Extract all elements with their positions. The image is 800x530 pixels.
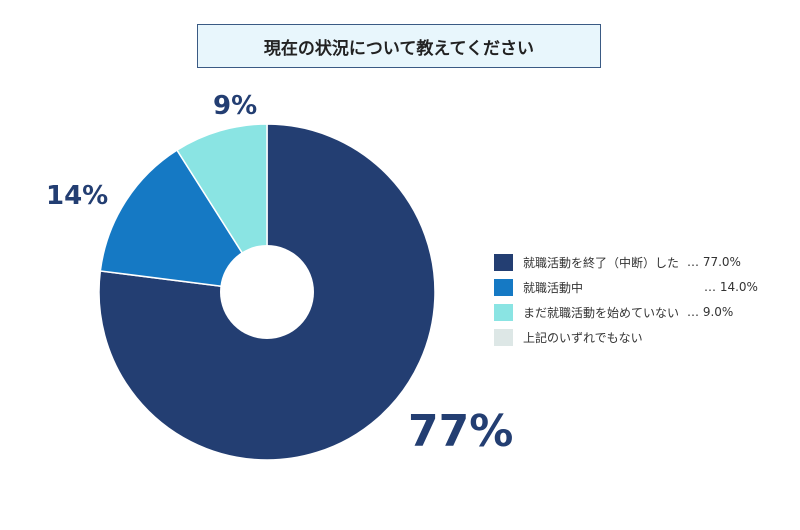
legend-swatch-finished	[494, 253, 513, 271]
legend-label: 上記のいずれでもない	[523, 330, 643, 345]
legend: 就職活動を終了（中断）した … 77.0% 就職活動中 … 14.0% まだ就職…	[494, 253, 758, 353]
legend-item-none: 上記のいずれでもない	[494, 328, 758, 346]
slice-label-finished: 77%	[408, 406, 514, 457]
legend-value: … 77.0%	[687, 255, 741, 269]
legend-label: 就職活動を終了（中断）した	[523, 255, 680, 270]
legend-item-finished: 就職活動を終了（中断）した … 77.0%	[494, 253, 758, 271]
legend-value: … 14.0%	[704, 280, 758, 294]
legend-label: 就職活動中	[523, 280, 584, 295]
donut-hole	[220, 245, 314, 339]
legend-swatch-active	[494, 278, 513, 296]
legend-swatch-none	[494, 328, 513, 346]
pie-slice-active	[99, 149, 269, 293]
slice-label-active: 14%	[46, 181, 109, 211]
pie-slice-not-started	[175, 123, 268, 295]
legend-value: … 9.0%	[687, 305, 734, 319]
slice-label-not-started: 9%	[213, 91, 258, 121]
pie-slice-finished	[98, 123, 436, 461]
legend-item-not-started: まだ就職活動を始めていない … 9.0%	[494, 303, 758, 321]
legend-item-active: 就職活動中 … 14.0%	[494, 278, 758, 296]
legend-swatch-not-started	[494, 303, 513, 321]
chart-title: 現在の状況について教えてください	[197, 24, 601, 68]
legend-label: まだ就職活動を始めていない	[523, 305, 680, 320]
